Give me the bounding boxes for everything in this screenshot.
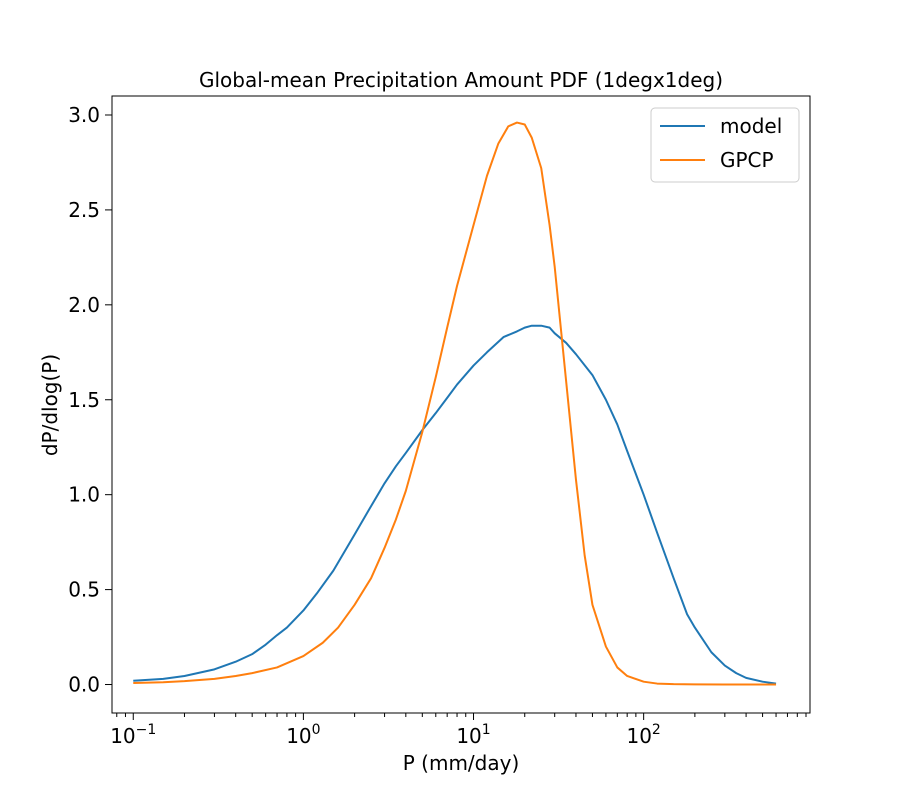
legend: model GPCP bbox=[650, 107, 800, 183]
series-layer bbox=[133, 121, 777, 686]
y-tick-label: 1.0 bbox=[68, 483, 100, 507]
x-tick-label: 102 bbox=[626, 722, 660, 748]
series-line-model bbox=[133, 324, 777, 685]
y-tick-label: 1.5 bbox=[68, 388, 100, 412]
chart-title: Global-mean Precipitation Amount PDF (1d… bbox=[199, 68, 723, 92]
y-tick-label: 2.0 bbox=[68, 293, 100, 317]
x-axis-ticks: 10−1 100 101 102 bbox=[110, 713, 807, 748]
x-axis-label: P (mm/day) bbox=[403, 751, 520, 775]
x-tick-label: 10−1 bbox=[110, 722, 156, 748]
y-tick-label: 0.5 bbox=[68, 578, 100, 602]
x-tick-label: 101 bbox=[456, 722, 490, 748]
legend-label-gpcp: GPCP bbox=[720, 148, 774, 172]
legend-label-model: model bbox=[720, 114, 782, 138]
axes-frame bbox=[111, 95, 811, 714]
y-tick-label: 2.5 bbox=[68, 198, 100, 222]
y-axis-label: dP/dlog(P) bbox=[38, 354, 62, 456]
y-tick-label: 3.0 bbox=[68, 103, 100, 127]
series-line-gpcp bbox=[133, 121, 777, 686]
x-tick-label: 100 bbox=[286, 722, 320, 748]
plot-area: 10−1 100 101 102 0.0 0.5 1.0 1.5 2.0 2.5 3.0 bbox=[68, 95, 811, 748]
y-axis-ticks: 0.0 0.5 1.0 1.5 2.0 2.5 3.0 bbox=[68, 103, 112, 697]
y-tick-label: 0.0 bbox=[68, 673, 100, 697]
